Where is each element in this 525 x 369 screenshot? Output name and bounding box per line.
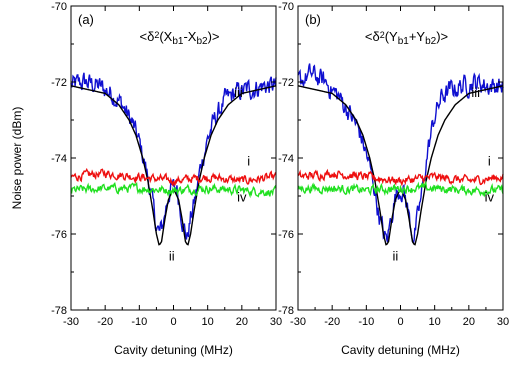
x-tick-label: -30 <box>63 316 79 328</box>
y-tick-label: -72 <box>51 77 67 89</box>
y-tick-label: -74 <box>51 153 67 165</box>
y-tick-label: -76 <box>51 229 67 241</box>
x-tick-label: 30 <box>497 316 509 328</box>
x-tick-label: -20 <box>324 316 340 328</box>
y-tick-label: -78 <box>278 305 294 317</box>
panel-b: -30 -20 -10 0 10 20 30-78-76-74-72-70(b)<δ2(Yb… <box>278 1 509 357</box>
y-tick-label: -76 <box>278 229 294 241</box>
panel-title-part: δ <box>147 29 154 44</box>
y-tick-label: -70 <box>51 1 67 13</box>
y-axis-label: Noise power (dBm) <box>10 107 24 210</box>
panel-title-part: b2 <box>425 36 437 47</box>
panel-title-part: )> <box>208 29 220 44</box>
curve-label-ii: ii <box>169 249 175 264</box>
x-tick-label: 0 <box>397 316 403 328</box>
plot-frame <box>70 5 277 311</box>
panel-title-part: -X <box>183 29 196 44</box>
panel-label: (a) <box>78 12 94 27</box>
curve-label-iii: iii <box>471 85 480 100</box>
x-tick-label: -10 <box>131 316 147 328</box>
panel-title-part: 2 <box>154 30 159 40</box>
curve-label-ii: ii <box>392 249 398 264</box>
panel-a: -30 -20 -10 0 10 20 30-78-76-74-72-70(a)<δ2(Xb… <box>51 1 282 357</box>
x-tick-label: -20 <box>97 316 113 328</box>
panel-title-part: (Y <box>385 29 398 44</box>
series-i-line <box>297 168 504 187</box>
panel-title: <δ2(Xb1-Xb2)> <box>139 29 219 47</box>
curve-label-i: i <box>247 154 250 169</box>
y-tick-label: -72 <box>278 77 294 89</box>
panel-label: (b) <box>305 12 321 27</box>
x-tick-label: 0 <box>170 316 176 328</box>
series-fit-line <box>297 85 504 246</box>
x-tick-label: 10 <box>429 316 441 328</box>
panel-title-part: b1 <box>398 36 410 47</box>
series-i-line <box>70 167 277 187</box>
panel-title-part: b1 <box>172 36 184 47</box>
curve-label-iv: iv <box>485 190 495 205</box>
y-tick-label: -70 <box>278 1 294 13</box>
series-iv-line <box>70 181 277 199</box>
panel-title-part: δ <box>372 29 379 44</box>
panel-title: <δ2(Yb1+Yb2)> <box>365 29 448 47</box>
x-axis-label: Cavity detuning (MHz) <box>341 343 460 357</box>
x-tick-label: 10 <box>202 316 214 328</box>
series-fit-line <box>70 85 277 246</box>
series-iii-line <box>297 63 504 245</box>
curve-label-iv: iv <box>237 190 247 205</box>
panel-title-part: < <box>365 29 373 44</box>
y-axis-label-text: Noise power (dBm) <box>10 107 24 210</box>
panel-title-part: )> <box>436 29 448 44</box>
y-tick-label: -78 <box>51 305 67 317</box>
panel-title-part: +Y <box>409 29 426 44</box>
panel-title-part: b2 <box>196 36 208 47</box>
curve-label-i: i <box>488 154 491 169</box>
series-iii-line <box>70 72 277 241</box>
x-tick-label: -10 <box>358 316 374 328</box>
x-tick-label: 20 <box>236 316 248 328</box>
x-tick-label: -30 <box>290 316 306 328</box>
x-tick-label: 30 <box>270 316 282 328</box>
series-iv-line <box>297 180 504 198</box>
panel-title-part: (X <box>159 29 172 44</box>
panel-title-part: 2 <box>380 30 385 40</box>
y-tick-label: -74 <box>278 153 294 165</box>
x-axis-label: Cavity detuning (MHz) <box>114 343 233 357</box>
curve-label-iii: iii <box>234 85 243 100</box>
plot-frame <box>297 5 504 311</box>
x-tick-label: 20 <box>463 316 475 328</box>
panel-title-part: < <box>139 29 147 44</box>
